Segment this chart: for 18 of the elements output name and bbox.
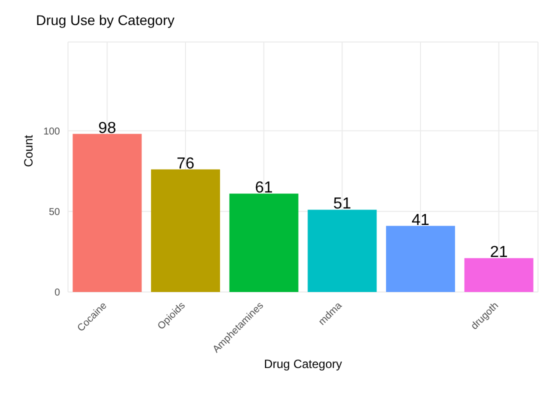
y-tick-label: 100 (43, 126, 60, 138)
data-label: 21 (490, 244, 508, 262)
y-tick-label: 50 (48, 206, 60, 218)
bar (308, 210, 377, 292)
chart-title: Drug Use by Category (35, 11, 176, 30)
data-label: 76 (176, 155, 195, 172)
data-label: 41 (412, 212, 430, 229)
data-label: 61 (254, 180, 273, 197)
bar (386, 226, 456, 292)
bar (464, 258, 534, 292)
bar (72, 134, 142, 292)
x-axis-title: Drug Category (264, 357, 342, 371)
data-label: 98 (98, 120, 116, 137)
bar (151, 169, 220, 292)
y-axis-title: Count (21, 134, 36, 167)
y-tick-label: 0 (54, 288, 60, 299)
data-label: 51 (333, 196, 352, 213)
bar (229, 194, 298, 292)
